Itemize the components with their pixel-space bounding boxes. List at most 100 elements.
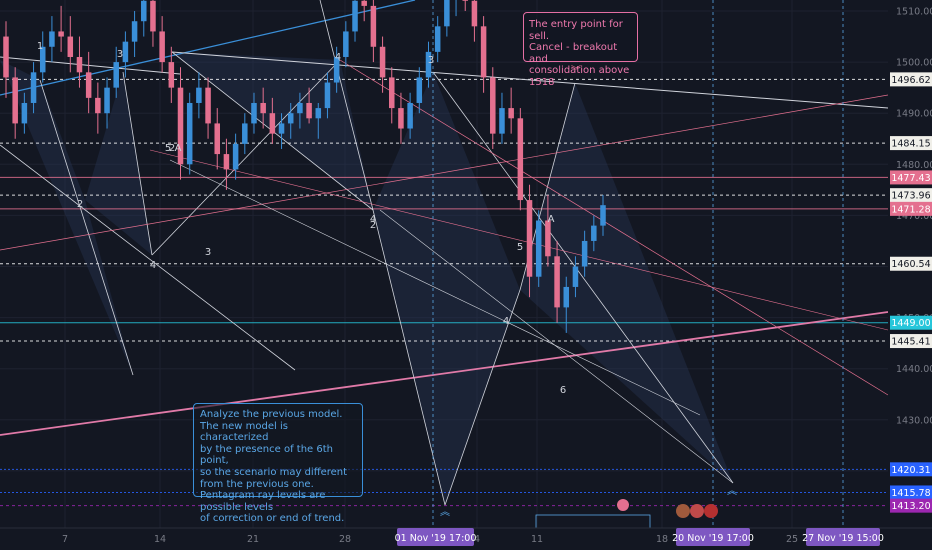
candle-body xyxy=(407,102,413,129)
wave-label: 4 xyxy=(503,316,509,327)
ray-line xyxy=(0,144,296,371)
candle-body xyxy=(343,31,349,57)
price-tag xyxy=(890,188,932,203)
x-tick-label: 25 xyxy=(786,534,798,545)
price-tags: 1513.801496.621484.151477.431473.961471.… xyxy=(890,72,932,513)
candle-body xyxy=(49,31,55,47)
y-tick-label: 1440.00 xyxy=(896,364,932,375)
ray-line xyxy=(169,159,701,416)
candle-body xyxy=(177,87,184,165)
ray-line xyxy=(372,209,446,506)
candle-body xyxy=(444,0,450,27)
candle-body xyxy=(508,108,514,119)
x-tick-label: 28 xyxy=(339,534,351,545)
x-tick-label: 21 xyxy=(247,534,259,545)
y-tick-label: 1500.00 xyxy=(896,58,932,69)
price-tag-label: 1484.15 xyxy=(891,139,930,150)
wave-label: 4 xyxy=(370,214,376,225)
price-tag-label: 1471.28 xyxy=(891,204,930,215)
candle-body xyxy=(352,0,358,32)
candle-body xyxy=(269,113,276,134)
candle-body xyxy=(434,26,441,52)
y-tick-label: 1480.00 xyxy=(896,160,932,171)
wave-label: A xyxy=(175,143,182,154)
wave-label: 6 xyxy=(560,385,566,396)
price-tag-label: 1449.00 xyxy=(891,318,930,329)
candle-body xyxy=(141,0,147,22)
candle-body xyxy=(333,56,340,83)
price-tag-label: 1477.43 xyxy=(891,173,930,184)
wave-label: 1 xyxy=(37,41,43,52)
event-icon xyxy=(676,504,690,518)
y-tick-label: 1490.00 xyxy=(896,109,932,120)
wave-label: 4 xyxy=(335,52,341,63)
candle-body xyxy=(21,102,28,124)
price-tag xyxy=(890,201,932,216)
ray-line xyxy=(444,289,521,506)
wave-label: 5 xyxy=(517,242,523,253)
price-tag-label: 1445.41 xyxy=(891,337,930,348)
price-tag-label: 1496.62 xyxy=(891,75,930,86)
candle-body xyxy=(425,51,432,78)
x-tick-label: 18 xyxy=(656,534,668,545)
x-tick-label: 11 xyxy=(531,534,543,545)
candle-body xyxy=(205,87,211,124)
candle-body xyxy=(416,77,423,103)
x-axis: 7 14 21 28 4 11 18 25 01 Nov '19 17:00 20 Nov '19… xyxy=(0,527,932,546)
event-icon xyxy=(617,499,629,511)
candle-body xyxy=(196,87,202,103)
trend-line xyxy=(0,0,416,96)
event-markers: ︽ ︽ ︾ xyxy=(440,65,737,528)
candle-body xyxy=(545,220,551,257)
candle-body xyxy=(471,0,478,27)
y-tick-label: 1510.00 xyxy=(896,7,932,18)
candle-body xyxy=(499,108,505,134)
ray-line xyxy=(319,0,374,211)
ray-line xyxy=(39,79,134,376)
x-highlight-label: 27 Nov '19 15:00 xyxy=(802,533,884,544)
wave-label: 4 xyxy=(150,260,156,271)
price-tag xyxy=(890,462,932,477)
price-tag-label: 1415.78 xyxy=(891,488,930,499)
candle-body xyxy=(168,62,175,88)
candle-body xyxy=(104,87,110,114)
price-tag xyxy=(890,315,932,330)
event-icon xyxy=(704,504,718,518)
candle-body xyxy=(242,123,248,144)
price-tag xyxy=(890,334,932,349)
candle-body xyxy=(563,286,570,308)
price-level-lines xyxy=(0,78,888,507)
candle-body xyxy=(554,256,560,308)
ray-line xyxy=(379,209,734,484)
candle-body xyxy=(260,102,266,114)
triangle-shade xyxy=(373,72,520,505)
candles xyxy=(3,0,606,333)
candle-body xyxy=(526,200,533,277)
candle-body xyxy=(581,240,588,267)
double-chevron-down-icon: ︾ xyxy=(571,65,581,77)
wave-label: 2 xyxy=(77,199,83,210)
candle-body xyxy=(3,36,9,78)
candle-body xyxy=(370,5,377,47)
candle-body xyxy=(379,46,386,78)
candle-body xyxy=(85,72,92,98)
candle-body xyxy=(315,108,322,119)
candle-body xyxy=(490,77,496,134)
ray-line xyxy=(0,94,888,251)
candle-body xyxy=(517,118,524,201)
price-tag xyxy=(890,72,932,87)
triangle-shade xyxy=(0,60,133,375)
trend-line xyxy=(0,56,181,75)
candle-body xyxy=(398,108,404,129)
event-icon xyxy=(690,504,704,518)
price-tag-label: 1473.96 xyxy=(891,191,930,202)
candle-body xyxy=(278,123,285,134)
candle-body xyxy=(67,36,74,57)
analysis-note: Analyze the previous model. The new mode… xyxy=(193,403,363,524)
candle-body xyxy=(480,26,487,78)
price-tag-label: 1460.54 xyxy=(891,259,930,270)
wave-label: 2 xyxy=(169,143,175,154)
candle-body xyxy=(186,102,193,165)
wave-label: 3 xyxy=(428,55,434,66)
